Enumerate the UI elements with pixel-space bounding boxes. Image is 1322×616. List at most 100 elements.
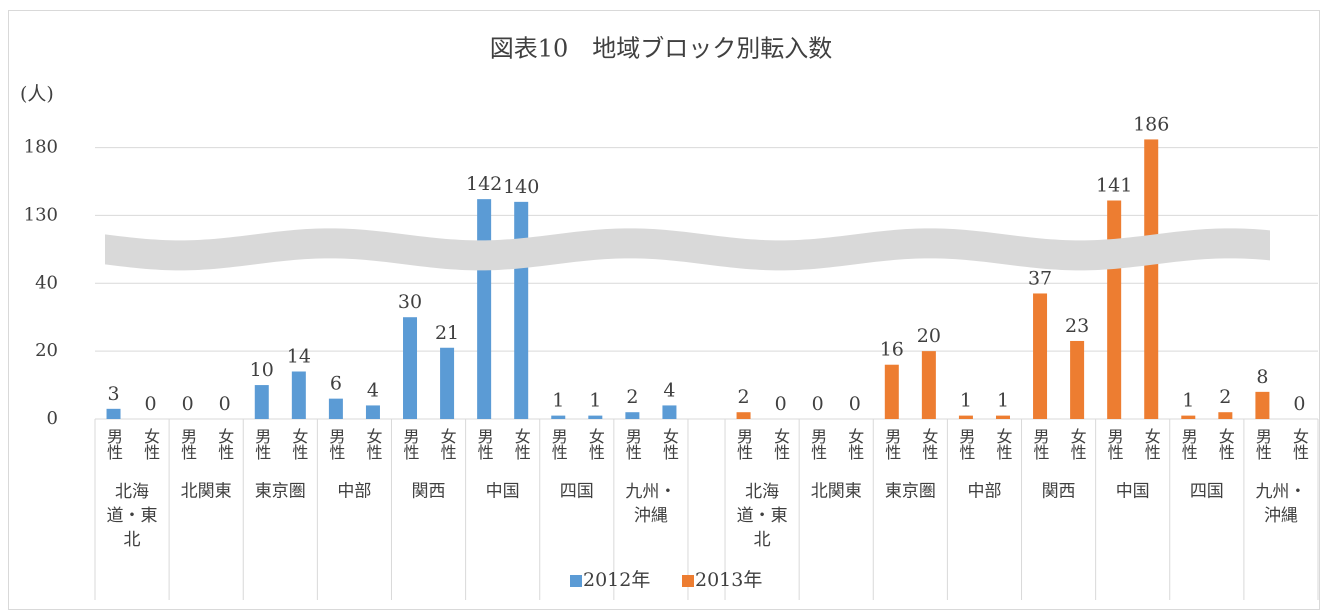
value-label: 3 [107, 383, 119, 405]
group-label: 北海道・東北 [737, 482, 788, 550]
group-label: 中国 [1116, 482, 1150, 502]
group-label: 東京圏 [885, 482, 936, 502]
value-label: 2 [738, 386, 750, 408]
x-tick-label: 男性 [326, 428, 345, 460]
x-tick-label: 男性 [1179, 428, 1198, 460]
x-tick-label: 男性 [401, 428, 420, 460]
x-tick-label: 男性 [1253, 428, 1272, 460]
group-label: 九州・沖縄 [1255, 482, 1306, 526]
x-tick-label: 女性 [845, 427, 864, 460]
group-label: 中部 [967, 482, 1001, 502]
y-tick-label: 130 [24, 204, 58, 225]
x-tick-label: 女性 [512, 427, 531, 460]
y-axis-label: (人) [20, 83, 54, 105]
bar [1070, 340, 1085, 419]
bar [440, 347, 455, 419]
bar [736, 412, 751, 419]
bar [514, 201, 529, 419]
bar [1255, 391, 1270, 419]
x-tick-label: 女性 [1290, 427, 1309, 460]
value-label: 1 [589, 390, 601, 412]
x-tick-label: 女性 [1142, 427, 1161, 460]
x-tick-label: 女性 [215, 427, 234, 460]
bar [477, 199, 492, 419]
value-label: 10 [250, 359, 274, 381]
bar [1218, 412, 1233, 419]
legend-swatch [570, 575, 582, 587]
group-label: 四国 [560, 482, 594, 502]
bar [958, 415, 973, 419]
bar [625, 412, 640, 419]
group-label: 四国 [1190, 482, 1224, 502]
bar [403, 317, 418, 419]
value-label: 0 [812, 393, 824, 415]
x-tick-label: 男性 [623, 428, 642, 460]
group-label: 関西 [1042, 482, 1076, 502]
bar [995, 415, 1010, 419]
bar [106, 408, 121, 419]
x-tick-label: 男性 [734, 428, 753, 460]
group-label: 北関東 [811, 482, 862, 502]
value-label: 23 [1065, 315, 1089, 337]
group-label: 北海道・東北 [107, 482, 158, 550]
bar [365, 405, 380, 419]
group-label: 中国 [486, 482, 520, 502]
value-label: 4 [367, 379, 379, 401]
x-tick-label: 男性 [252, 428, 271, 460]
chart-title: 図表10 地域ブロック別転入数 [490, 35, 833, 63]
group-label: 北関東 [181, 482, 232, 502]
value-label: 37 [1028, 267, 1052, 289]
legend-label: 2012年 [583, 569, 650, 591]
value-label: 16 [880, 339, 904, 361]
value-label: 142 [466, 173, 502, 195]
x-tick-label: 男性 [178, 428, 197, 460]
x-tick-label: 女性 [919, 427, 938, 460]
value-label: 0 [219, 393, 231, 415]
value-label: 2 [1219, 386, 1231, 408]
bar [328, 398, 343, 419]
x-tick-label: 男性 [808, 428, 827, 460]
value-label: 0 [1293, 393, 1305, 415]
group-label: 関西 [412, 482, 446, 502]
x-tick-label: 女性 [1216, 427, 1235, 460]
bar [1107, 200, 1122, 419]
value-label: 0 [849, 393, 861, 415]
value-label: 1 [552, 390, 564, 412]
legend-label: 2013年 [695, 569, 762, 591]
value-label: 1 [997, 390, 1009, 412]
x-tick-label: 女性 [993, 427, 1012, 460]
x-tick-label: 女性 [771, 427, 790, 460]
value-label: 21 [435, 322, 459, 344]
value-label: 140 [503, 176, 539, 198]
value-label: 4 [663, 379, 675, 401]
x-tick-label: 男性 [475, 428, 494, 460]
value-label: 8 [1256, 366, 1268, 388]
y-tick-label: 40 [35, 272, 58, 293]
x-tick-label: 女性 [363, 427, 382, 460]
value-label: 0 [775, 393, 787, 415]
axis-break [105, 228, 1270, 271]
x-tick-label: 女性 [141, 427, 160, 460]
value-label: 6 [330, 373, 342, 395]
x-tick-label: 女性 [1068, 427, 1087, 460]
x-tick-label: 女性 [660, 427, 679, 460]
x-tick-label: 男性 [104, 428, 123, 460]
value-label: 186 [1133, 113, 1169, 135]
bar [884, 364, 899, 419]
bar [1181, 415, 1196, 419]
bar [291, 371, 306, 419]
bar [1033, 293, 1048, 419]
y-tick-label: 0 [47, 408, 58, 429]
value-label: 1 [1182, 390, 1194, 412]
x-tick-label: 女性 [438, 427, 457, 460]
x-tick-label: 女性 [289, 427, 308, 460]
x-tick-label: 男性 [956, 428, 975, 460]
x-tick-label: 男性 [549, 428, 568, 460]
group-label: 中部 [337, 482, 371, 502]
bar [1144, 139, 1159, 419]
bar [551, 415, 566, 419]
bar [921, 351, 936, 419]
legend-swatch [682, 575, 694, 587]
group-label: 東京圏 [255, 482, 306, 502]
